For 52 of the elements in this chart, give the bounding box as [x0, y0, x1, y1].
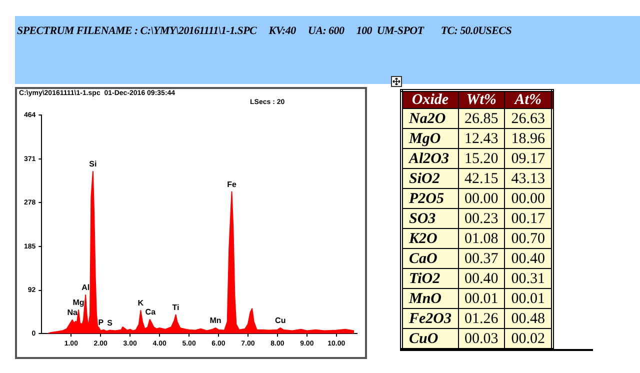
data-label: 01.08	[458, 228, 505, 248]
data-label: 42.15	[458, 168, 505, 188]
annotation: Mn	[210, 316, 222, 326]
data-label: 00.23	[458, 208, 505, 228]
data-label: 26.63	[504, 108, 552, 128]
data-label: 00.37	[458, 248, 505, 268]
data-label: 00.31	[504, 268, 552, 288]
annotation: Mg	[72, 298, 84, 308]
annotation: K	[138, 298, 144, 308]
series-label: Wt%	[458, 90, 505, 108]
data-label: 00.40	[504, 248, 552, 268]
annotation: Na	[67, 308, 78, 318]
category-label: SO3	[402, 208, 458, 228]
category-label: K2O	[402, 228, 458, 248]
data-label: 00.17	[504, 208, 552, 228]
category-label: MnO	[402, 288, 458, 308]
data-label: 09.17	[504, 148, 552, 168]
category-label: MgO	[402, 128, 458, 148]
data-label: 00.40	[458, 268, 505, 288]
category-label: Fe2O3	[402, 308, 458, 328]
data-label: 00.70	[504, 228, 552, 248]
category-label: Na2O	[402, 108, 458, 128]
data-label: 01.26	[458, 308, 505, 328]
data-label: 18.96	[504, 128, 552, 148]
annotation: Al	[82, 283, 90, 292]
annotation: Ca	[145, 308, 156, 317]
annotation: Cu	[275, 316, 286, 326]
category-label: TiO2	[402, 268, 458, 288]
data-label: 00.00	[458, 188, 505, 208]
data-label: 00.02	[504, 328, 552, 350]
annotation: Fe	[227, 180, 237, 189]
data-label: 00.01	[504, 288, 552, 308]
data-label: 00.48	[504, 308, 552, 328]
series-label: At%	[504, 90, 552, 108]
data-label: 00.00	[504, 188, 552, 208]
annotation: Ti	[172, 302, 180, 312]
category-label: P2O5	[402, 188, 458, 208]
text: Oxide	[402, 90, 458, 108]
data-label: 43.13	[504, 168, 552, 188]
data-label: 12.43	[458, 128, 505, 148]
annotation: S	[107, 318, 114, 328]
data-label: 00.03	[458, 328, 505, 350]
data-label: 00.01	[458, 288, 505, 308]
annotation: P	[98, 318, 104, 328]
annotation: Si	[89, 160, 97, 169]
data-label: 15.20	[458, 148, 505, 168]
category-label: SiO2	[402, 168, 458, 188]
category-label: Al2O3	[402, 148, 458, 168]
category-label: CaO	[402, 248, 458, 268]
chart-title: SPECTRUM FILENAME : C:\YMY\20161111\1-1.SPC KV:40 UA: 600 100 UM-SPOT TC: 50.0USECS	[17, 25, 512, 37]
data-label: 26.85	[458, 108, 505, 128]
category-label: CuO	[402, 328, 458, 350]
